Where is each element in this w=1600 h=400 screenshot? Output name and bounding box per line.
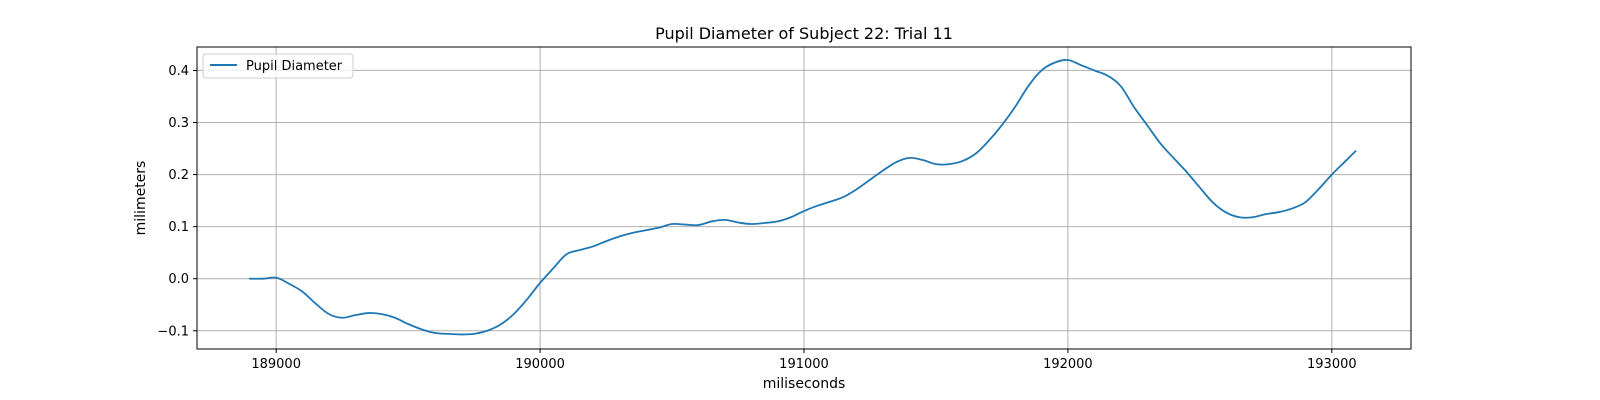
x-axis: 189000 190000 191000 192000 193000	[251, 349, 1357, 372]
chart-title: Pupil Diameter of Subject 22: Trial 11	[655, 24, 953, 43]
y-axis-title: milimeters	[133, 161, 149, 236]
legend-label: Pupil Diameter	[246, 59, 343, 74]
y-tick-label: 0.0	[168, 272, 189, 287]
y-axis: −0.1 0.0 0.1 0.2 0.3 0.4	[157, 64, 197, 339]
series-layer	[248, 59, 1357, 336]
y-tick-label: 0.4	[168, 64, 189, 79]
x-tick-label: 193000	[1307, 357, 1357, 372]
legend-box	[202, 53, 354, 79]
x-tick-label: 189000	[251, 357, 301, 372]
y-tick-label: 0.2	[168, 168, 189, 183]
series-line-pupil-diameter	[248, 59, 1357, 336]
grid-lines	[197, 47, 1411, 349]
y-tick-label: −0.1	[157, 324, 189, 339]
x-tick-label: 192000	[1043, 357, 1093, 372]
legend: Pupil Diameter	[202, 53, 354, 79]
x-axis-title: miliseconds	[763, 376, 846, 392]
y-tick-label: 0.1	[168, 220, 189, 235]
x-tick-label: 190000	[515, 357, 565, 372]
y-tick-label: 0.3	[168, 116, 189, 131]
x-tick-label: 191000	[779, 357, 829, 372]
